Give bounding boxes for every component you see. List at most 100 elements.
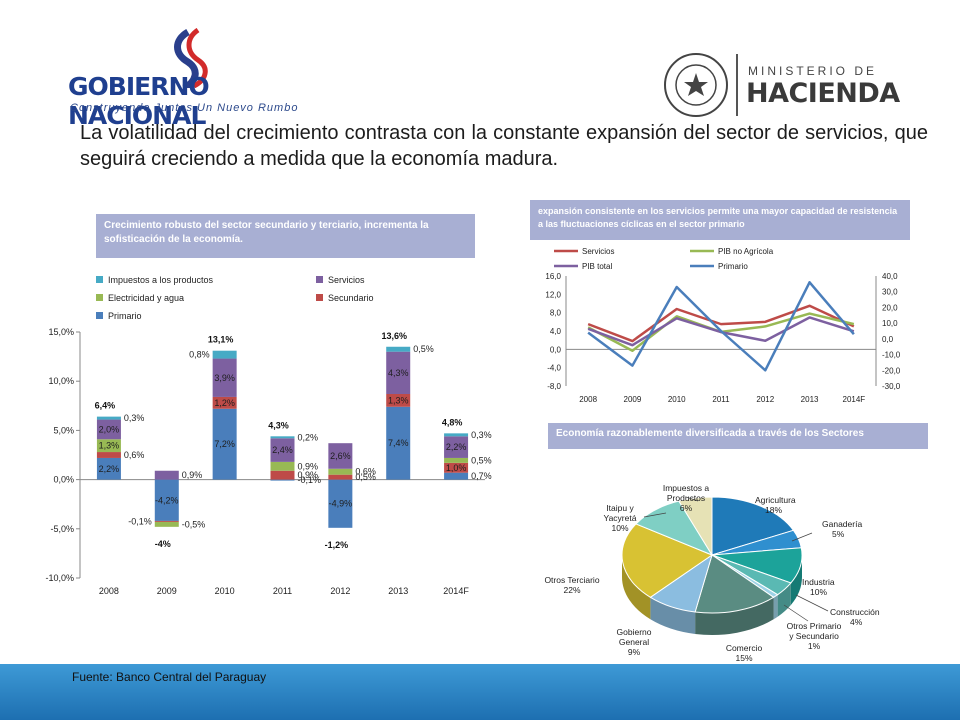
note-right-bottom: Economía razonablemente diversificada a …	[548, 423, 928, 449]
pie-leader-line	[791, 532, 813, 542]
bar-total-label: 4,3%	[268, 420, 289, 430]
y-tick-label: 10,0%	[48, 376, 74, 386]
series-line	[587, 281, 855, 372]
national-seal-icon	[664, 53, 728, 117]
bar-segment	[328, 443, 353, 469]
data-label: 2,6%	[330, 451, 351, 461]
y-tick-label: 0,0%	[53, 475, 74, 485]
bar-total-label: -4%	[155, 539, 171, 549]
data-label: -0,1%	[298, 475, 322, 485]
bar-segment	[212, 358, 237, 397]
y-right-tick-label: 10,0	[882, 319, 898, 328]
data-label: 3,9%	[214, 373, 235, 383]
x-tick-label: 2010	[668, 395, 686, 404]
hacienda-label: HACIENDA	[746, 78, 900, 109]
bar-segment	[386, 351, 411, 394]
x-tick-label: 2008	[579, 395, 597, 404]
data-label: -0,1%	[128, 516, 152, 526]
bar-segment	[386, 346, 411, 352]
data-label: 2,2%	[446, 442, 467, 452]
x-tick-label: 2013	[801, 395, 819, 404]
data-label: 7,2%	[214, 439, 235, 449]
bar-segment	[212, 408, 237, 480]
legend-label: Servicios	[328, 275, 365, 285]
x-tick-label: 2011	[273, 586, 292, 596]
x-tick-label: 2009	[624, 395, 642, 404]
stacked-bar-chart: Impuestos a los productos Servicios Electr…	[45, 275, 492, 596]
bar-segment	[154, 479, 179, 521]
bar-segment	[96, 439, 121, 453]
y-tick-label: 15,0%	[48, 327, 74, 337]
y-left-tick-label: -8,0	[547, 382, 561, 391]
y-left-tick-label: 12,0	[545, 290, 561, 299]
y-right-tick-label: -20,0	[882, 366, 901, 375]
legend-swatch	[96, 294, 103, 301]
source-note: Fuente: Banco Central del Paraguay	[72, 670, 267, 684]
data-label: 4,3%	[388, 368, 409, 378]
data-label: 0,5%	[471, 455, 492, 465]
x-tick-label: 2014F	[843, 395, 866, 404]
data-label: 1,2%	[214, 398, 235, 408]
pie-leader-line	[795, 594, 829, 612]
gobierno-nacional-wordmark: GOBIERNO NACIONAL	[68, 72, 210, 130]
line-chart: Servicios PIB no Agrícola PIB total Primari…	[545, 247, 901, 404]
pie-label: Construcción 4%	[830, 607, 880, 627]
ministerio-hacienda-logo: MINISTERIO DE HACIENDA	[660, 50, 920, 122]
pie-slice-side	[650, 597, 696, 634]
bar-segment	[96, 457, 121, 480]
y-left-tick-label: 4,0	[550, 327, 562, 336]
bar-segment	[154, 520, 179, 522]
bar-segment	[212, 396, 237, 409]
legend-label: Primario	[108, 311, 142, 321]
y-left-tick-label: 0,0	[550, 345, 562, 354]
legend-label: Servicios	[582, 247, 614, 256]
data-label: 0,6%	[124, 450, 145, 460]
x-tick-label: 2012	[756, 395, 774, 404]
legend-label: PIB total	[582, 262, 612, 271]
bar-total-label: -1,2%	[325, 540, 349, 550]
pie-label: Itaipu y Yacyretá 10%	[604, 503, 637, 533]
legend-label: Primario	[718, 262, 748, 271]
bar-segment	[328, 479, 353, 528]
data-label: -4,9%	[329, 499, 353, 509]
pie-slice	[621, 523, 714, 598]
pie-label: Ganadería 5%	[822, 519, 862, 539]
pie-slice	[678, 496, 713, 557]
bar-segment	[96, 419, 121, 440]
bar-segment	[444, 457, 469, 463]
x-tick-label: 2011	[712, 395, 730, 404]
legend-swatch	[316, 276, 323, 283]
data-label: 0,8%	[189, 350, 210, 360]
x-tick-label: 2014F	[443, 586, 469, 596]
bar-segment	[328, 474, 353, 480]
y-left-tick-label: -4,0	[547, 364, 561, 373]
pie-label: Agricultura 18%	[755, 495, 796, 515]
note-right-top: expansión consistente en los servicios p…	[530, 200, 910, 240]
y-tick-label: 5,0%	[53, 425, 74, 435]
data-label: 0,2%	[298, 432, 319, 442]
logo-divider	[736, 54, 738, 116]
pie-label: Otros Terciario 22%	[544, 575, 599, 595]
legend-label: Electricidad y agua	[108, 293, 184, 303]
x-tick-label: 2013	[388, 586, 408, 596]
bar-total-label: 4,8%	[442, 417, 463, 427]
data-label: 0,9%	[298, 461, 319, 471]
y-right-tick-label: 40,0	[882, 272, 898, 281]
x-tick-label: 2010	[215, 586, 235, 596]
pie-chart: Agricultura 18% Ganadería 5% Industria 10% Con…	[544, 483, 880, 663]
data-label: 2,2%	[99, 464, 120, 474]
pie-leader-line	[783, 604, 809, 622]
gobierno-nacional-tagline: Construyendo Juntos Un Nuevo Rumbo	[70, 102, 299, 114]
pie-slice-side	[622, 555, 651, 620]
pie-slice	[694, 554, 775, 614]
bar-segment	[96, 416, 121, 420]
ministerio-label: MINISTERIO DE	[748, 64, 878, 78]
footer-band	[0, 664, 960, 720]
bar-segment	[154, 470, 179, 480]
bar-segment	[212, 350, 237, 359]
data-label: 0,5%	[413, 344, 434, 354]
y-right-tick-label: -10,0	[882, 351, 901, 360]
y-right-tick-label: -30,0	[882, 382, 901, 391]
y-left-tick-label: 16,0	[545, 272, 561, 281]
note-left: Crecimiento robusto del sector secundari…	[96, 214, 475, 258]
